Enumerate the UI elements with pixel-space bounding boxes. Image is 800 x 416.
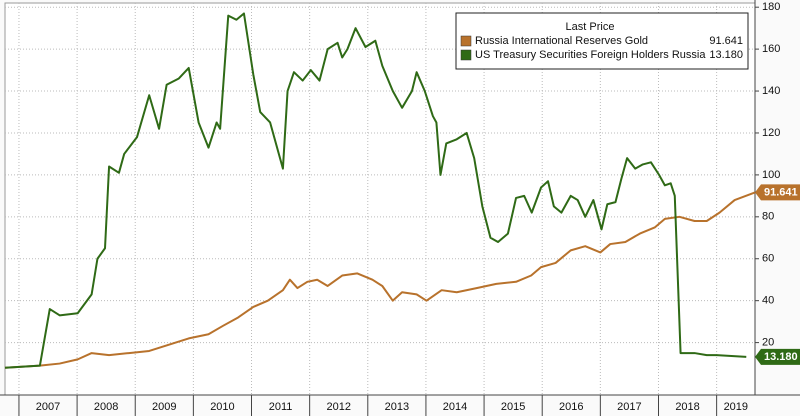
x-tick-label: 2016 xyxy=(559,401,583,413)
legend-label: US Treasury Securities Foreign Holders R… xyxy=(475,49,706,61)
grid xyxy=(5,3,755,395)
axes: 20 40 60 80 100 120 140 160 180 2007 2008 2009 2010 2… xyxy=(18,1,800,416)
y-tick-label: 100 xyxy=(762,169,780,181)
legend-box xyxy=(455,12,749,70)
x-tick-label: 2014 xyxy=(443,401,467,413)
x-tick-label: 2017 xyxy=(617,401,641,413)
legend-swatch xyxy=(460,49,472,61)
x-tick-label: 2009 xyxy=(152,401,176,413)
legend-value: 13.180 xyxy=(709,49,743,61)
x-tick-label: 2008 xyxy=(94,401,118,413)
legend-swatch xyxy=(460,35,472,47)
series-line xyxy=(4,12,747,369)
price-tag xyxy=(755,184,800,201)
legend: Last Price Russia International Reserves… xyxy=(455,12,749,70)
x-tick-label: 2015 xyxy=(501,401,525,413)
y-tick-label: 80 xyxy=(762,211,774,223)
x-tick-label: 2012 xyxy=(326,401,350,413)
y-tick-label: 140 xyxy=(762,85,780,97)
x-tick-label: 2011 xyxy=(269,401,293,413)
price-tag-label: 13.180 xyxy=(764,351,798,363)
price-tag xyxy=(755,348,800,365)
y-tick-label: 120 xyxy=(762,127,780,139)
y-tick-label: 160 xyxy=(762,43,780,55)
x-tick-label: 2013 xyxy=(385,401,409,413)
x-tick-label: 2007 xyxy=(36,401,60,413)
legend-value: 91.641 xyxy=(709,35,743,47)
y-tick-label: 40 xyxy=(762,295,774,307)
price-tag-label: 91.641 xyxy=(764,186,798,198)
x-tick-label: 2018 xyxy=(675,401,699,413)
series-line xyxy=(4,191,756,369)
x-tick-label: 2019 xyxy=(724,401,748,413)
legend-title: Last Price xyxy=(566,21,615,33)
legend-label: Russia International Reserves Gold xyxy=(475,35,648,47)
lines xyxy=(4,12,756,369)
y-tick-label: 60 xyxy=(762,253,774,265)
y-tick-label: 20 xyxy=(762,336,774,348)
y-tick-label: 180 xyxy=(762,1,780,13)
x-tick-label: 2010 xyxy=(210,401,234,413)
